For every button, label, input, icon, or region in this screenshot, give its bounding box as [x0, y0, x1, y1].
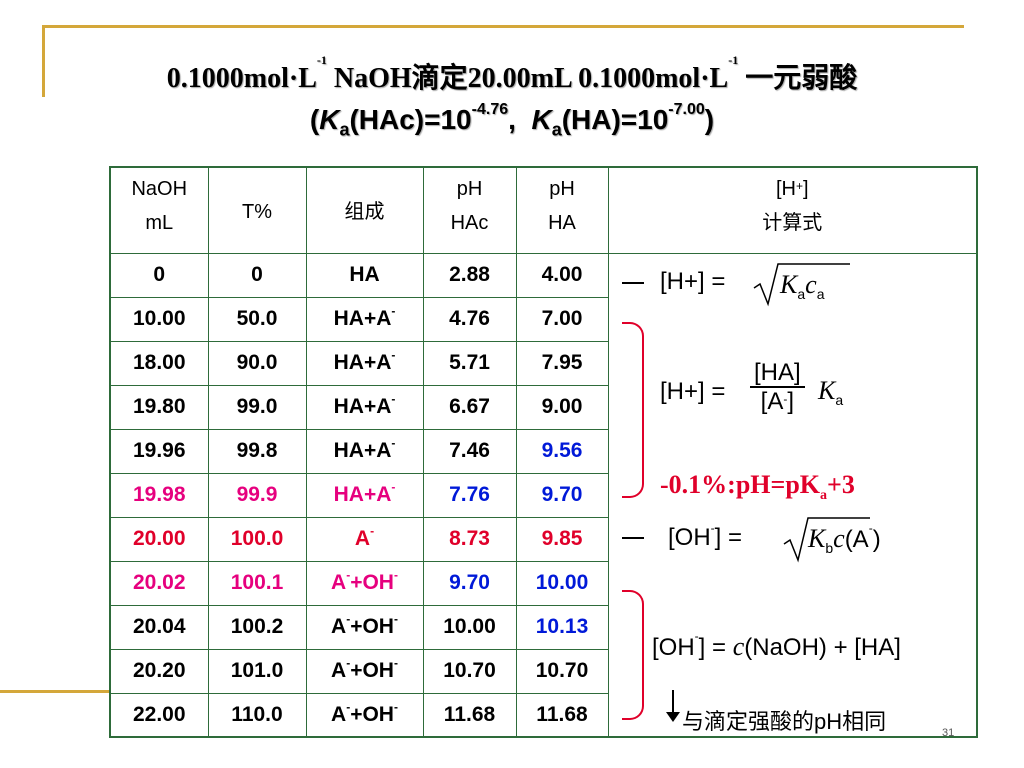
cell-ph-ha: 9.85	[515, 516, 609, 562]
header-h-formula: [H+] 计算式	[607, 166, 978, 254]
cell-t: 99.0	[207, 384, 307, 430]
header-t: T%	[207, 166, 307, 254]
cell-ph-hac: 6.67	[422, 384, 517, 430]
formula-h-buffer-ka: Ka	[818, 376, 844, 408]
header-ph-hac: pH HAc	[422, 166, 517, 254]
cell-ph-hac: 7.46	[422, 428, 517, 474]
cell-composition: A-+OH-	[305, 560, 424, 606]
cell-composition: A-	[305, 516, 424, 562]
cell-naoh: 18.00	[109, 340, 209, 386]
cell-ph-ha: 4.00	[515, 252, 609, 298]
cell-naoh: 19.96	[109, 428, 209, 474]
note-same-as-strong-acid: 与滴定强酸的pH相同	[682, 709, 887, 734]
table-header-row: NaOH mL T% 组成 pH HAc pH HA [H+] 计算式	[109, 166, 978, 254]
table-row: 22.00 110.0 A-+OH- 11.68 11.68	[109, 692, 977, 738]
table-row: 10.00 50.0 HA+A- 4.76 7.00	[109, 296, 977, 342]
cell-ph-ha: 10.00	[515, 560, 609, 606]
cell-t: 101.0	[207, 648, 307, 694]
cell-ph-ha: 10.70	[515, 648, 609, 694]
header-ph-ha: pH HA	[515, 166, 609, 254]
titration-table: NaOH mL T% 组成 pH HAc pH HA [H+] 计算式 0 0 HA 2.88…	[109, 166, 978, 738]
cell-ph-hac: 10.00	[422, 604, 517, 650]
cell-ph-hac: 2.88	[422, 252, 517, 298]
cell-t: 90.0	[207, 340, 307, 386]
slide-title-line1: 0.1000mol·L-1 NaOH滴定20.00mL 0.1000mol·L-…	[166, 53, 858, 94]
cell-composition: HA+A-	[305, 340, 424, 386]
cell-ph-hac: 9.70	[422, 560, 517, 606]
cell-composition: HA	[305, 252, 424, 298]
cell-formula-column	[607, 252, 978, 738]
table-row: 20.20 101.0 A-+OH- 10.70 10.70	[109, 648, 977, 694]
formula-oh-eq-rhs: Kbc(A-)	[808, 521, 881, 556]
formula-h-weak-acid: [H+] =	[660, 268, 726, 295]
cell-naoh: 19.80	[109, 384, 209, 430]
cell-naoh: 19.98	[109, 472, 209, 518]
cell-t: 50.0	[207, 296, 307, 342]
cell-composition: HA+A-	[305, 428, 424, 474]
formula-oh-excess: [OH-] = c(NaOH) + [HA]	[652, 629, 901, 661]
cell-ph-hac: 4.76	[422, 296, 517, 342]
arrow-stem	[672, 690, 674, 716]
cell-ph-ha: 9.70	[515, 472, 609, 518]
cell-t: 99.8	[207, 428, 307, 474]
cell-ph-hac: 5.71	[422, 340, 517, 386]
table-row: 19.80 99.0 HA+A- 6.67 9.00	[109, 384, 977, 430]
header-naoh: NaOH mL	[109, 166, 209, 254]
cell-ph-hac: 10.70	[422, 648, 517, 694]
cell-composition: A-+OH-	[305, 692, 424, 738]
cell-naoh: 10.00	[109, 296, 209, 342]
cell-ph-ha: 11.68	[515, 692, 609, 738]
cell-naoh: 20.02	[109, 560, 209, 606]
formula-h-buffer-frac: [HA] [A-]	[750, 360, 805, 416]
cell-composition: A-+OH-	[305, 604, 424, 650]
cell-composition: HA+A-	[305, 472, 424, 518]
cell-ph-ha: 7.95	[515, 340, 609, 386]
cell-t: 100.1	[207, 560, 307, 606]
cell-composition: HA+A-	[305, 296, 424, 342]
arrow-down-icon	[666, 712, 680, 722]
cell-t: 0	[207, 252, 307, 298]
table-row: 20.04 100.2 A-+OH- 10.00 10.13	[109, 604, 977, 650]
decorative-vertical-line	[42, 25, 45, 97]
cell-composition: HA+A-	[305, 384, 424, 430]
red-brace-excess	[622, 590, 644, 720]
cell-naoh: 20.00	[109, 516, 209, 562]
cell-naoh: 22.00	[109, 692, 209, 738]
cell-ph-hac: 11.68	[422, 692, 517, 738]
cell-ph-ha: 9.00	[515, 384, 609, 430]
cell-ph-hac: 7.76	[422, 472, 517, 518]
dash-1	[622, 282, 644, 284]
cell-ph-hac: 8.73	[422, 516, 517, 562]
dash-2	[622, 537, 644, 539]
cell-naoh: 20.04	[109, 604, 209, 650]
cell-t: 100.2	[207, 604, 307, 650]
formula-oh-eq: [OH-] =	[668, 521, 743, 551]
table-body: 0 0 HA 2.88 4.00 10.00 50.0 HA+A- 4.76 7.00 18.00 9…	[109, 252, 978, 738]
formula-ph-minus-01: -0.1%:pH=pKa+3	[660, 470, 855, 504]
cell-naoh: 0	[109, 252, 209, 298]
formula-h-weak-acid-rhs: Kaca	[780, 270, 825, 302]
cell-ph-ha: 10.13	[515, 604, 609, 650]
cell-ph-ha: 9.56	[515, 428, 609, 474]
sqrt-symbol-1	[753, 263, 850, 307]
page-number: 31	[942, 727, 955, 739]
cell-ph-ha: 7.00	[515, 296, 609, 342]
table-row: 0 0 HA 2.88 4.00	[109, 252, 978, 738]
sqrt-symbol-2	[783, 517, 870, 563]
cell-naoh: 20.20	[109, 648, 209, 694]
red-brace-buffer	[622, 322, 644, 498]
formula-h-buffer: [H+] =	[660, 378, 726, 405]
table-row: 20.00 100.0 A- 8.73 9.85	[109, 516, 977, 562]
decorative-top-line	[42, 25, 964, 28]
slide-title-line2: (Ka(HAc)=10-4.76, Ka(HA)=10-7.00)	[309, 101, 715, 140]
cell-t: 100.0	[207, 516, 307, 562]
cell-t: 110.0	[207, 692, 307, 738]
cell-composition: A-+OH-	[305, 648, 424, 694]
table-row: 20.02 100.1 A-+OH- 9.70 10.00	[109, 560, 977, 606]
cell-t: 99.9	[207, 472, 307, 518]
header-composition: 组成	[305, 166, 424, 254]
